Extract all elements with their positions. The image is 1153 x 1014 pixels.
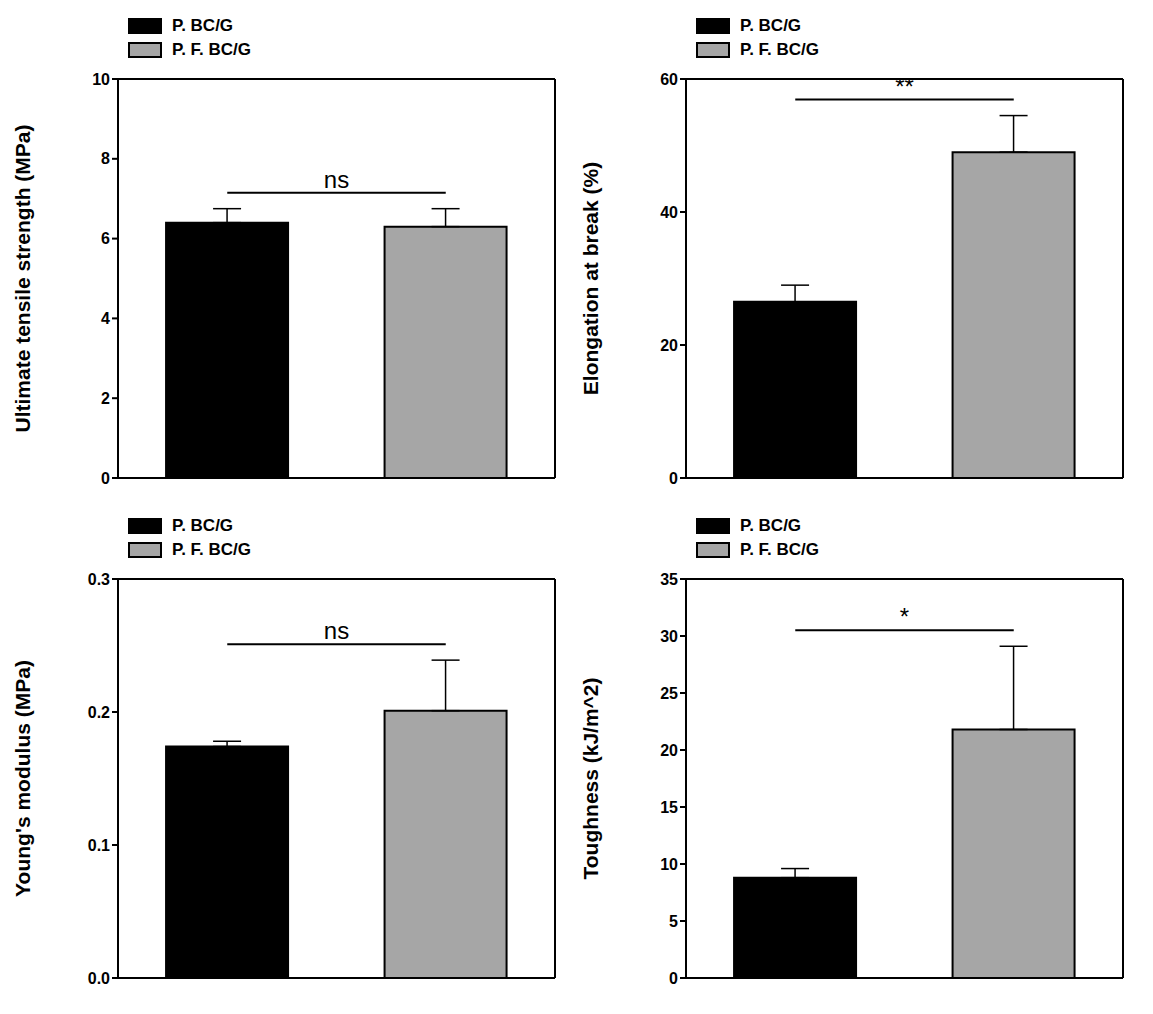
html-text:P. F. BC/G: P. F. BC/G (740, 40, 819, 59)
svg-text:0.2: 0.2 (88, 704, 110, 721)
svg-text:4: 4 (101, 310, 110, 327)
html-text:P. BC/G: P. BC/G (172, 16, 234, 35)
svg-text:*: * (900, 603, 909, 630)
svg-text:Ultimate tensile strength (MPa: Ultimate tensile strength (MPa) (11, 124, 34, 432)
svg-text:Toughness (kJ/m^2): Toughness (kJ/m^2) (579, 677, 602, 879)
svg-text:20: 20 (660, 337, 678, 354)
svg-text:0.0: 0.0 (88, 970, 110, 987)
svg-text:60: 60 (660, 71, 678, 88)
html-text:P. BC/G: P. BC/G (740, 516, 802, 535)
svg-text:8: 8 (101, 150, 110, 167)
svg-text:40: 40 (660, 204, 678, 221)
svg-text:ns: ns (324, 166, 349, 193)
svg-text:10: 10 (92, 71, 110, 88)
html-text:P. F. BC/G: P. F. BC/G (740, 540, 819, 559)
html-text:P. BC/G: P. BC/G (172, 516, 234, 535)
svg-text:**: ** (895, 73, 914, 100)
svg-text:0: 0 (669, 970, 678, 987)
svg-text:Young's modulus (MPa): Young's modulus (MPa) (11, 660, 34, 897)
html-text:P. BC/G: P. BC/G (740, 16, 802, 35)
svg-text:0: 0 (669, 470, 678, 487)
svg-text:Elongation at break (%): Elongation at break (%) (579, 162, 602, 395)
svg-text:0: 0 (101, 470, 110, 487)
svg-text:10: 10 (660, 856, 678, 873)
svg-text:6: 6 (101, 230, 110, 247)
svg-text:5: 5 (669, 913, 678, 930)
html-text:P. F. BC/G: P. F. BC/G (172, 540, 251, 559)
svg-text:15: 15 (660, 799, 678, 816)
svg-text:0.3: 0.3 (88, 571, 110, 588)
html-text:P. F. BC/G: P. F. BC/G (172, 40, 251, 59)
svg-text:30: 30 (660, 628, 678, 645)
svg-text:25: 25 (660, 685, 678, 702)
svg-text:20: 20 (660, 742, 678, 759)
svg-text:35: 35 (660, 571, 678, 588)
svg-text:ns: ns (324, 617, 349, 644)
svg-text:2: 2 (101, 390, 110, 407)
svg-text:0.1: 0.1 (88, 837, 110, 854)
